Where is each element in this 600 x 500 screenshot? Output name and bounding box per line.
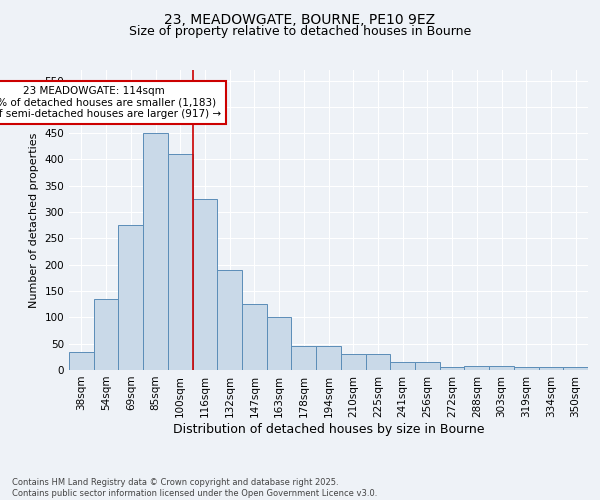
Text: 23, MEADOWGATE, BOURNE, PE10 9EZ: 23, MEADOWGATE, BOURNE, PE10 9EZ [164,12,436,26]
Bar [514,368,539,370]
Bar [118,226,143,370]
Bar [440,368,464,370]
Text: 23 MEADOWGATE: 114sqm
← 55% of detached houses are smaller (1,183)
43% of semi-d: 23 MEADOWGATE: 114sqm ← 55% of detached … [0,86,221,119]
Text: Size of property relative to detached houses in Bourne: Size of property relative to detached ho… [129,25,471,38]
Bar [415,362,440,370]
Bar [217,270,242,370]
Bar [193,199,217,370]
Bar [563,368,588,370]
Bar [168,154,193,370]
X-axis label: Distribution of detached houses by size in Bourne: Distribution of detached houses by size … [173,422,484,436]
Bar [316,346,341,370]
Y-axis label: Number of detached properties: Number of detached properties [29,132,39,308]
Bar [292,346,316,370]
Bar [539,368,563,370]
Bar [341,354,365,370]
Bar [143,133,168,370]
Bar [69,352,94,370]
Bar [489,366,514,370]
Bar [242,304,267,370]
Text: Contains HM Land Registry data © Crown copyright and database right 2025.
Contai: Contains HM Land Registry data © Crown c… [12,478,377,498]
Bar [390,362,415,370]
Bar [365,354,390,370]
Bar [464,366,489,370]
Bar [94,299,118,370]
Bar [267,318,292,370]
